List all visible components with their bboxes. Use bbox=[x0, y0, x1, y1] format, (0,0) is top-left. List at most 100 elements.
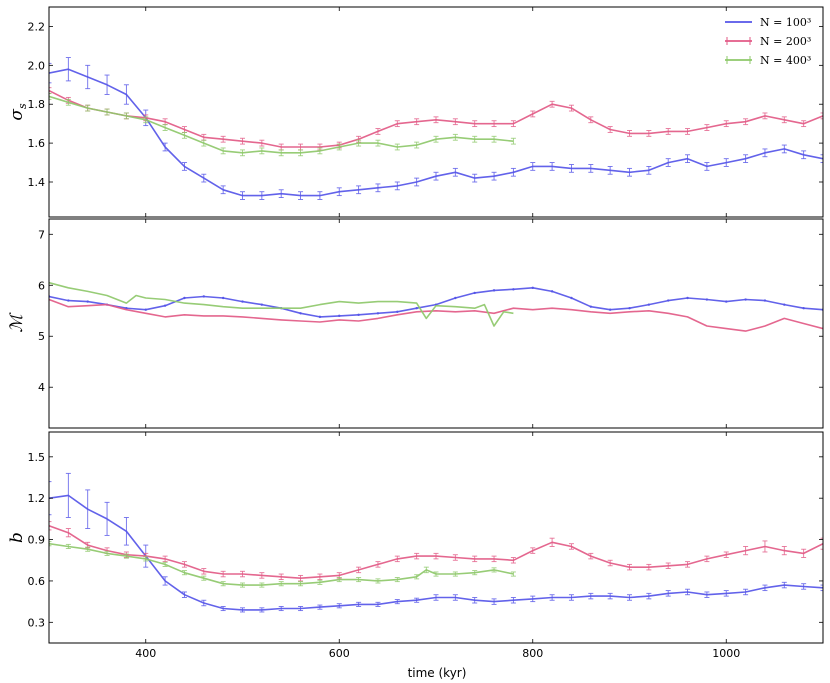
errorbar-n200-sigma-s-28 bbox=[588, 116, 594, 124]
errorbar-n100-b-16 bbox=[356, 601, 362, 607]
errorbar-n200-b-1 bbox=[65, 528, 71, 538]
point-n100-mach-1 bbox=[67, 299, 70, 302]
errorbar-n200-sigma-s-31 bbox=[646, 130, 652, 137]
errorbar-n200-sigma-s-19 bbox=[414, 118, 420, 126]
errorbar-n200-b-19 bbox=[414, 552, 420, 560]
errorbar-n400-b-6 bbox=[162, 561, 168, 567]
errorbar-n200-sigma-s-22 bbox=[472, 120, 478, 128]
errorbar-n200-b-31 bbox=[646, 563, 652, 571]
errorbar-n400-b-4 bbox=[123, 553, 129, 559]
errorbar-n100-b-23 bbox=[491, 598, 497, 605]
x-axis-label: time (kyr) bbox=[408, 666, 467, 680]
point-n100-mach-29 bbox=[608, 308, 612, 311]
errorbar-n400-sigma-s-3 bbox=[104, 108, 110, 116]
point-n100-mach-35 bbox=[725, 300, 728, 303]
errorbar-n400-sigma-s-16 bbox=[356, 139, 362, 147]
errorbar-n100-sigma-s-35 bbox=[723, 158, 729, 167]
errorbar-n400-b-20 bbox=[423, 566, 429, 574]
errorbar-n200-b-26 bbox=[549, 537, 555, 547]
errorbar-n100-b-21 bbox=[452, 594, 458, 601]
errorbar-n100-sigma-s-25 bbox=[530, 162, 536, 171]
errorbar-n100-b-8 bbox=[201, 599, 207, 607]
errorbar-n400-b-18 bbox=[394, 577, 400, 583]
errorbar-n100-sigma-s-26 bbox=[549, 162, 555, 171]
errorbar-n100-b-0 bbox=[49, 481, 52, 516]
errorbar-n100-sigma-s-10 bbox=[240, 191, 245, 200]
errorbar-n400-sigma-s-9 bbox=[220, 147, 226, 155]
errorbar-n400-b-0 bbox=[49, 541, 52, 547]
errorbar-n200-sigma-s-20 bbox=[433, 116, 439, 124]
point-n100-mach-15 bbox=[338, 314, 341, 318]
errorbar-n100-b-39 bbox=[801, 583, 807, 590]
errorbar-n100-sigma-s-33 bbox=[685, 154, 691, 164]
errorbar-n100-sigma-s-22 bbox=[472, 173, 478, 183]
point-n100-mach-5 bbox=[144, 308, 147, 311]
errorbar-n100-b-22 bbox=[472, 597, 478, 604]
series-n100-mach bbox=[49, 286, 823, 319]
errorbar-n200-sigma-s-25 bbox=[530, 110, 536, 118]
errorbar-n200-sigma-s-9 bbox=[220, 135, 226, 143]
xtick-label-1: 600 bbox=[329, 647, 350, 660]
errorbar-n100-b-17 bbox=[375, 601, 381, 607]
errorbar-n400-sigma-s-24 bbox=[510, 137, 516, 145]
point-n100-mach-7 bbox=[183, 296, 186, 300]
errorbar-n400-b-19 bbox=[414, 574, 420, 580]
point-n100-mach-31 bbox=[647, 303, 651, 306]
y-axis-label-b: b bbox=[7, 532, 27, 543]
series-n100-b bbox=[49, 472, 823, 613]
errorbar-n200-sigma-s-37 bbox=[762, 112, 768, 120]
point-n100-mach-11 bbox=[260, 303, 264, 306]
errorbar-n400-sigma-s-11 bbox=[259, 147, 265, 155]
errorbar-n400-b-11 bbox=[259, 582, 265, 588]
errorbar-n400-sigma-s-0 bbox=[49, 93, 52, 100]
point-n100-mach-13 bbox=[299, 312, 302, 315]
errorbar-n200-b-8 bbox=[201, 568, 207, 575]
errorbar-n400-sigma-s-19 bbox=[414, 141, 420, 149]
errorbar-n100-sigma-s-31 bbox=[646, 165, 652, 175]
series-n200-mach bbox=[49, 298, 823, 332]
errorbar-n400-b-13 bbox=[298, 581, 304, 587]
errorbar-n400-sigma-s-4 bbox=[123, 112, 129, 120]
errorbar-n100-sigma-s-18 bbox=[394, 181, 400, 191]
ytick-label-b-1: 0.6 bbox=[28, 575, 46, 588]
ytick-label-sigma-s-4: 2.2 bbox=[28, 20, 46, 33]
frame-sigma-s bbox=[48, 6, 824, 218]
point-n100-mach-34 bbox=[705, 298, 709, 301]
errorbar-n400-sigma-s-10 bbox=[240, 149, 245, 157]
legend-entry-n100: N = 100³ bbox=[725, 16, 811, 29]
panel-b: 0.3 0.6 0.9 1.2 1.5 400 600 800 1000 b bbox=[7, 431, 824, 660]
errorbar-n400-sigma-s-18 bbox=[394, 143, 400, 151]
errorbar-n100-sigma-s-21 bbox=[452, 167, 458, 177]
errorbar-n400-sigma-s-6 bbox=[162, 124, 168, 131]
point-n100-mach-37 bbox=[763, 299, 767, 302]
ytick-label-mach-2: 6 bbox=[38, 279, 45, 292]
errorbar-n100-b-31 bbox=[646, 592, 652, 600]
errorbar-n200-sigma-s-40 bbox=[820, 112, 823, 120]
errorbar-n100-sigma-s-30 bbox=[627, 167, 632, 177]
line-n400-b bbox=[49, 542, 514, 586]
errorbar-n100-sigma-s-3 bbox=[104, 74, 110, 95]
errorbar-n100-sigma-s-28 bbox=[588, 164, 594, 173]
errorbar-n200-b-7 bbox=[181, 561, 187, 568]
errorbar-n200-b-29 bbox=[607, 559, 613, 567]
ytick-label-b-3: 1.2 bbox=[28, 492, 46, 505]
point-n100-mach-36 bbox=[744, 298, 747, 301]
errorbar-n100-sigma-s-17 bbox=[375, 183, 381, 193]
legend: N = 100³ N = 200³ N = 400³ bbox=[725, 16, 811, 67]
point-n100-mach-2 bbox=[86, 300, 89, 303]
errorbar-n100-sigma-s-39 bbox=[801, 150, 807, 160]
errorbar-n100-b-24 bbox=[510, 597, 516, 604]
errorbar-n100-sigma-s-32 bbox=[665, 158, 671, 167]
errorbar-n400-b-10 bbox=[240, 582, 245, 588]
point-n100-mach-27 bbox=[570, 296, 573, 300]
errorbar-n400-sigma-s-20 bbox=[433, 135, 439, 143]
errorbar-n200-sigma-s-39 bbox=[801, 120, 807, 128]
errorbar-n400-sigma-s-7 bbox=[181, 131, 187, 139]
errorbar-n100-b-38 bbox=[781, 581, 787, 589]
xtick-label-2: 800 bbox=[522, 647, 543, 660]
point-n100-mach-28 bbox=[589, 305, 592, 308]
point-n100-mach-32 bbox=[667, 299, 670, 302]
errorbar-n100-sigma-s-12 bbox=[278, 189, 284, 199]
errorbar-n200-b-14 bbox=[317, 573, 323, 581]
